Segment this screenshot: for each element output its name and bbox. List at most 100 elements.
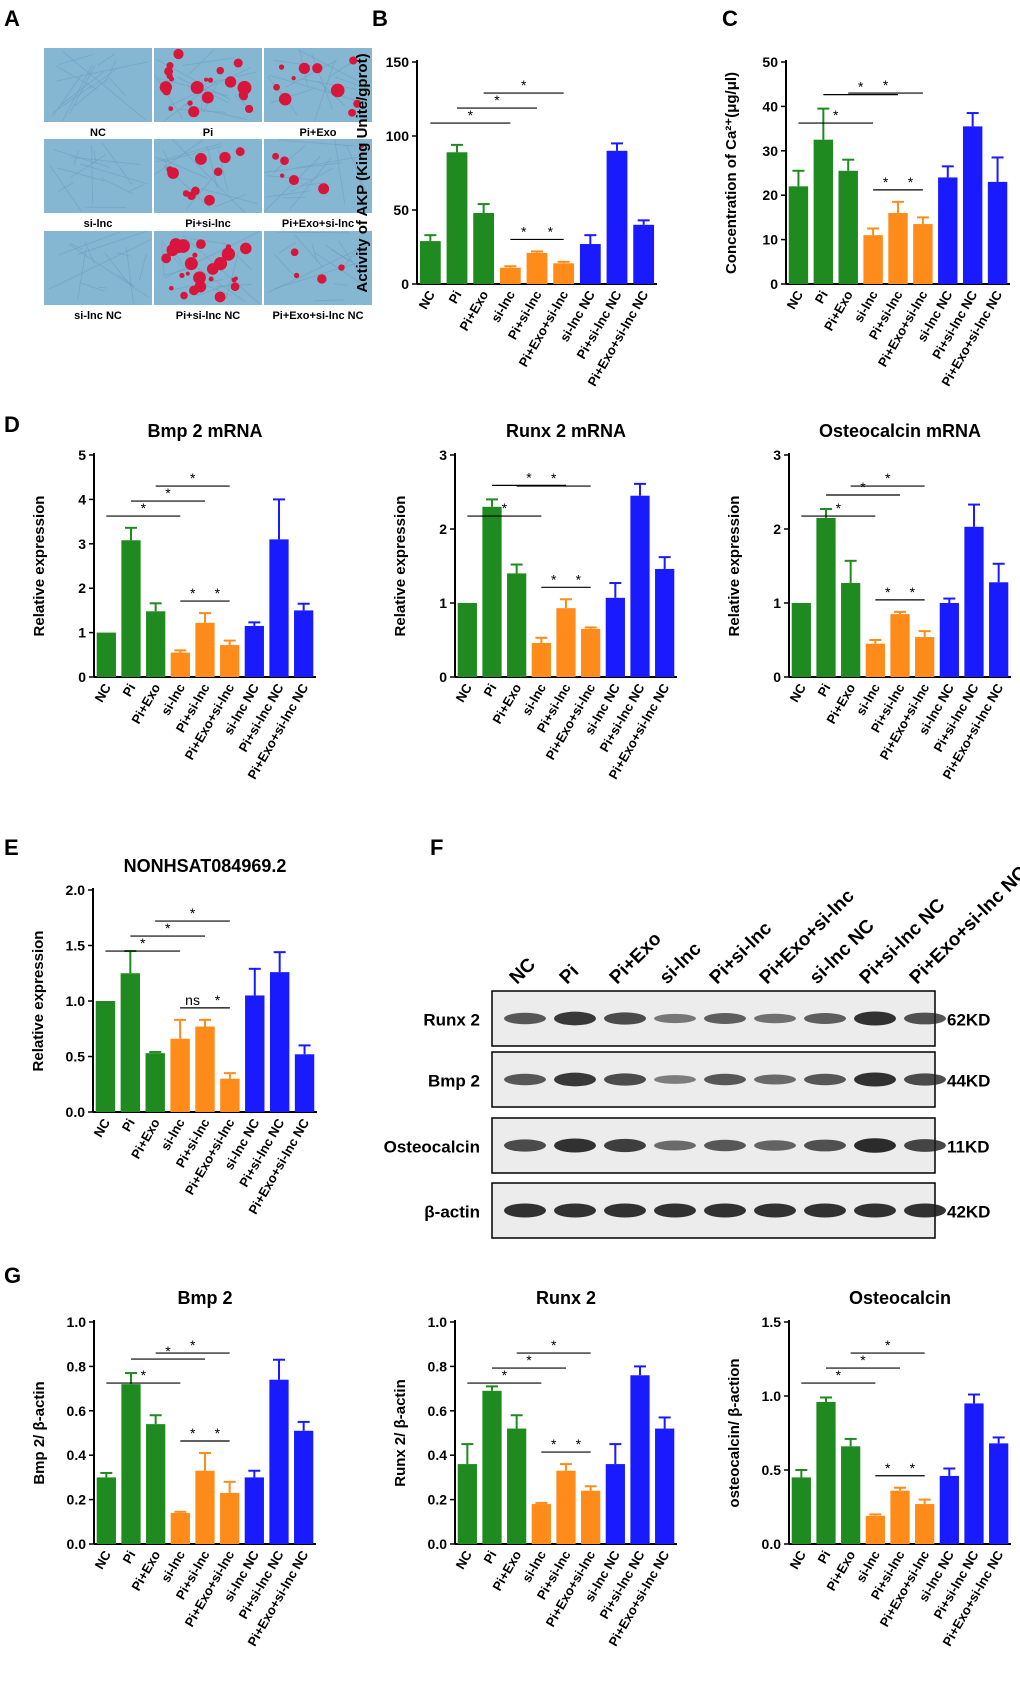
blot-band xyxy=(654,1013,696,1024)
cell-texture xyxy=(206,145,218,189)
cell-texture xyxy=(84,241,96,264)
y-tick-label: 0 xyxy=(78,669,86,685)
x-tick-label: Pi xyxy=(812,288,831,306)
significance-label: * xyxy=(858,79,864,95)
cell-texture xyxy=(69,154,106,179)
y-tick-label: 0 xyxy=(439,669,447,685)
y-axis-label: Relative expression xyxy=(392,496,409,637)
bar xyxy=(507,1428,527,1544)
calcium-deposit xyxy=(278,92,292,106)
significance-label: * xyxy=(190,585,196,601)
calcium-deposit xyxy=(233,58,243,68)
calcium-deposit xyxy=(240,242,252,255)
cell-texture xyxy=(48,239,152,290)
cell-texture xyxy=(61,64,93,122)
calcium-deposit xyxy=(338,264,345,271)
significance-label: * xyxy=(190,470,196,486)
cell-texture xyxy=(125,246,134,304)
bar xyxy=(269,972,290,1112)
significance-label: * xyxy=(860,1352,866,1368)
bar xyxy=(989,582,1009,677)
significance-label: * xyxy=(215,585,221,601)
blot-protein-label: β-actin xyxy=(424,1203,480,1222)
y-tick-label: 20 xyxy=(762,187,778,203)
y-tick-label: 0.5 xyxy=(762,1462,782,1478)
x-tick-label: NC xyxy=(453,1547,476,1571)
cell-texture xyxy=(297,49,368,87)
cell-texture xyxy=(314,299,344,302)
x-tick-label: NC xyxy=(787,1547,810,1571)
y-tick-label: 0.4 xyxy=(67,1447,87,1463)
micrograph-label: Pi+si-lnc NC xyxy=(176,310,241,322)
x-tick-label: Pi xyxy=(814,681,833,699)
bar xyxy=(838,170,858,284)
blot-band xyxy=(754,1140,796,1151)
cell-texture xyxy=(98,286,107,289)
blot-band xyxy=(804,1139,846,1152)
significance-label: * xyxy=(836,500,842,516)
blot-band xyxy=(854,1203,896,1218)
calcium-deposit xyxy=(187,100,193,106)
significance-label: * xyxy=(190,1337,196,1353)
blot-band xyxy=(654,1140,696,1151)
cell-texture xyxy=(190,238,229,245)
chart-title: Bmp 2 xyxy=(177,1288,232,1308)
blot-band xyxy=(554,1011,596,1026)
bar xyxy=(841,1446,861,1544)
blot-band xyxy=(504,1012,546,1025)
chart-title: Runx 2 xyxy=(536,1288,596,1308)
blot-band xyxy=(854,1011,896,1026)
significance-label: * xyxy=(521,77,527,93)
y-axis-label: Runx 2/ β-actin xyxy=(392,1379,409,1487)
bar xyxy=(121,1384,141,1544)
x-tick-label: Pi xyxy=(119,1116,138,1134)
cell-texture xyxy=(178,108,226,113)
calcium-deposit xyxy=(185,271,190,276)
cell-texture xyxy=(301,78,361,91)
cell-texture xyxy=(273,254,296,278)
y-tick-label: 2.0 xyxy=(66,882,86,898)
blot-band xyxy=(554,1203,596,1218)
blot-band xyxy=(604,1012,646,1025)
cell-texture xyxy=(357,169,363,191)
y-tick-label: 50 xyxy=(762,54,778,70)
panel-letter-b: B xyxy=(372,6,388,31)
calcium-deposit xyxy=(288,175,300,186)
cell-texture xyxy=(62,51,146,121)
bar xyxy=(294,1430,314,1544)
micrograph-label: si-lnc xyxy=(84,218,113,230)
chart-e: 0.0 0.5 1.0 1.5 2.0 Relative expression NONHSA… xyxy=(30,856,317,1217)
blot-protein-label: Osteocalcin xyxy=(384,1138,480,1157)
bar xyxy=(96,1477,116,1544)
bar xyxy=(813,139,834,284)
panel-letter-c: C xyxy=(722,6,738,31)
cell-texture xyxy=(164,230,260,279)
calcium-deposit xyxy=(184,257,198,271)
blot-lane-label: Pi xyxy=(556,961,584,989)
blot-lane-label: NC xyxy=(506,954,540,988)
calcium-deposit xyxy=(273,83,280,91)
bar xyxy=(888,212,908,284)
calcium-deposit xyxy=(208,276,214,282)
blot-lane-label: Pi+Exo xyxy=(606,928,666,988)
y-tick-label: 0.8 xyxy=(428,1358,448,1374)
micrograph-label: Pi+si-lnc xyxy=(185,218,231,230)
bar xyxy=(482,1390,502,1544)
cell-texture xyxy=(129,184,144,192)
bar xyxy=(145,1053,165,1112)
calcium-deposit xyxy=(278,64,285,70)
bar xyxy=(915,1504,935,1544)
calcium-deposit xyxy=(219,151,231,164)
blot-band xyxy=(654,1075,696,1084)
calcium-deposit xyxy=(166,166,174,174)
y-tick-label: 1.5 xyxy=(66,938,86,954)
cell-texture xyxy=(154,74,184,120)
significance-label: * xyxy=(885,1460,891,1476)
y-axis-label: Relative expression xyxy=(31,496,48,637)
calcium-deposit xyxy=(168,285,174,291)
bar xyxy=(170,1512,190,1544)
cell-texture xyxy=(52,73,83,117)
y-tick-label: 10 xyxy=(762,232,778,248)
cell-texture xyxy=(288,102,298,116)
